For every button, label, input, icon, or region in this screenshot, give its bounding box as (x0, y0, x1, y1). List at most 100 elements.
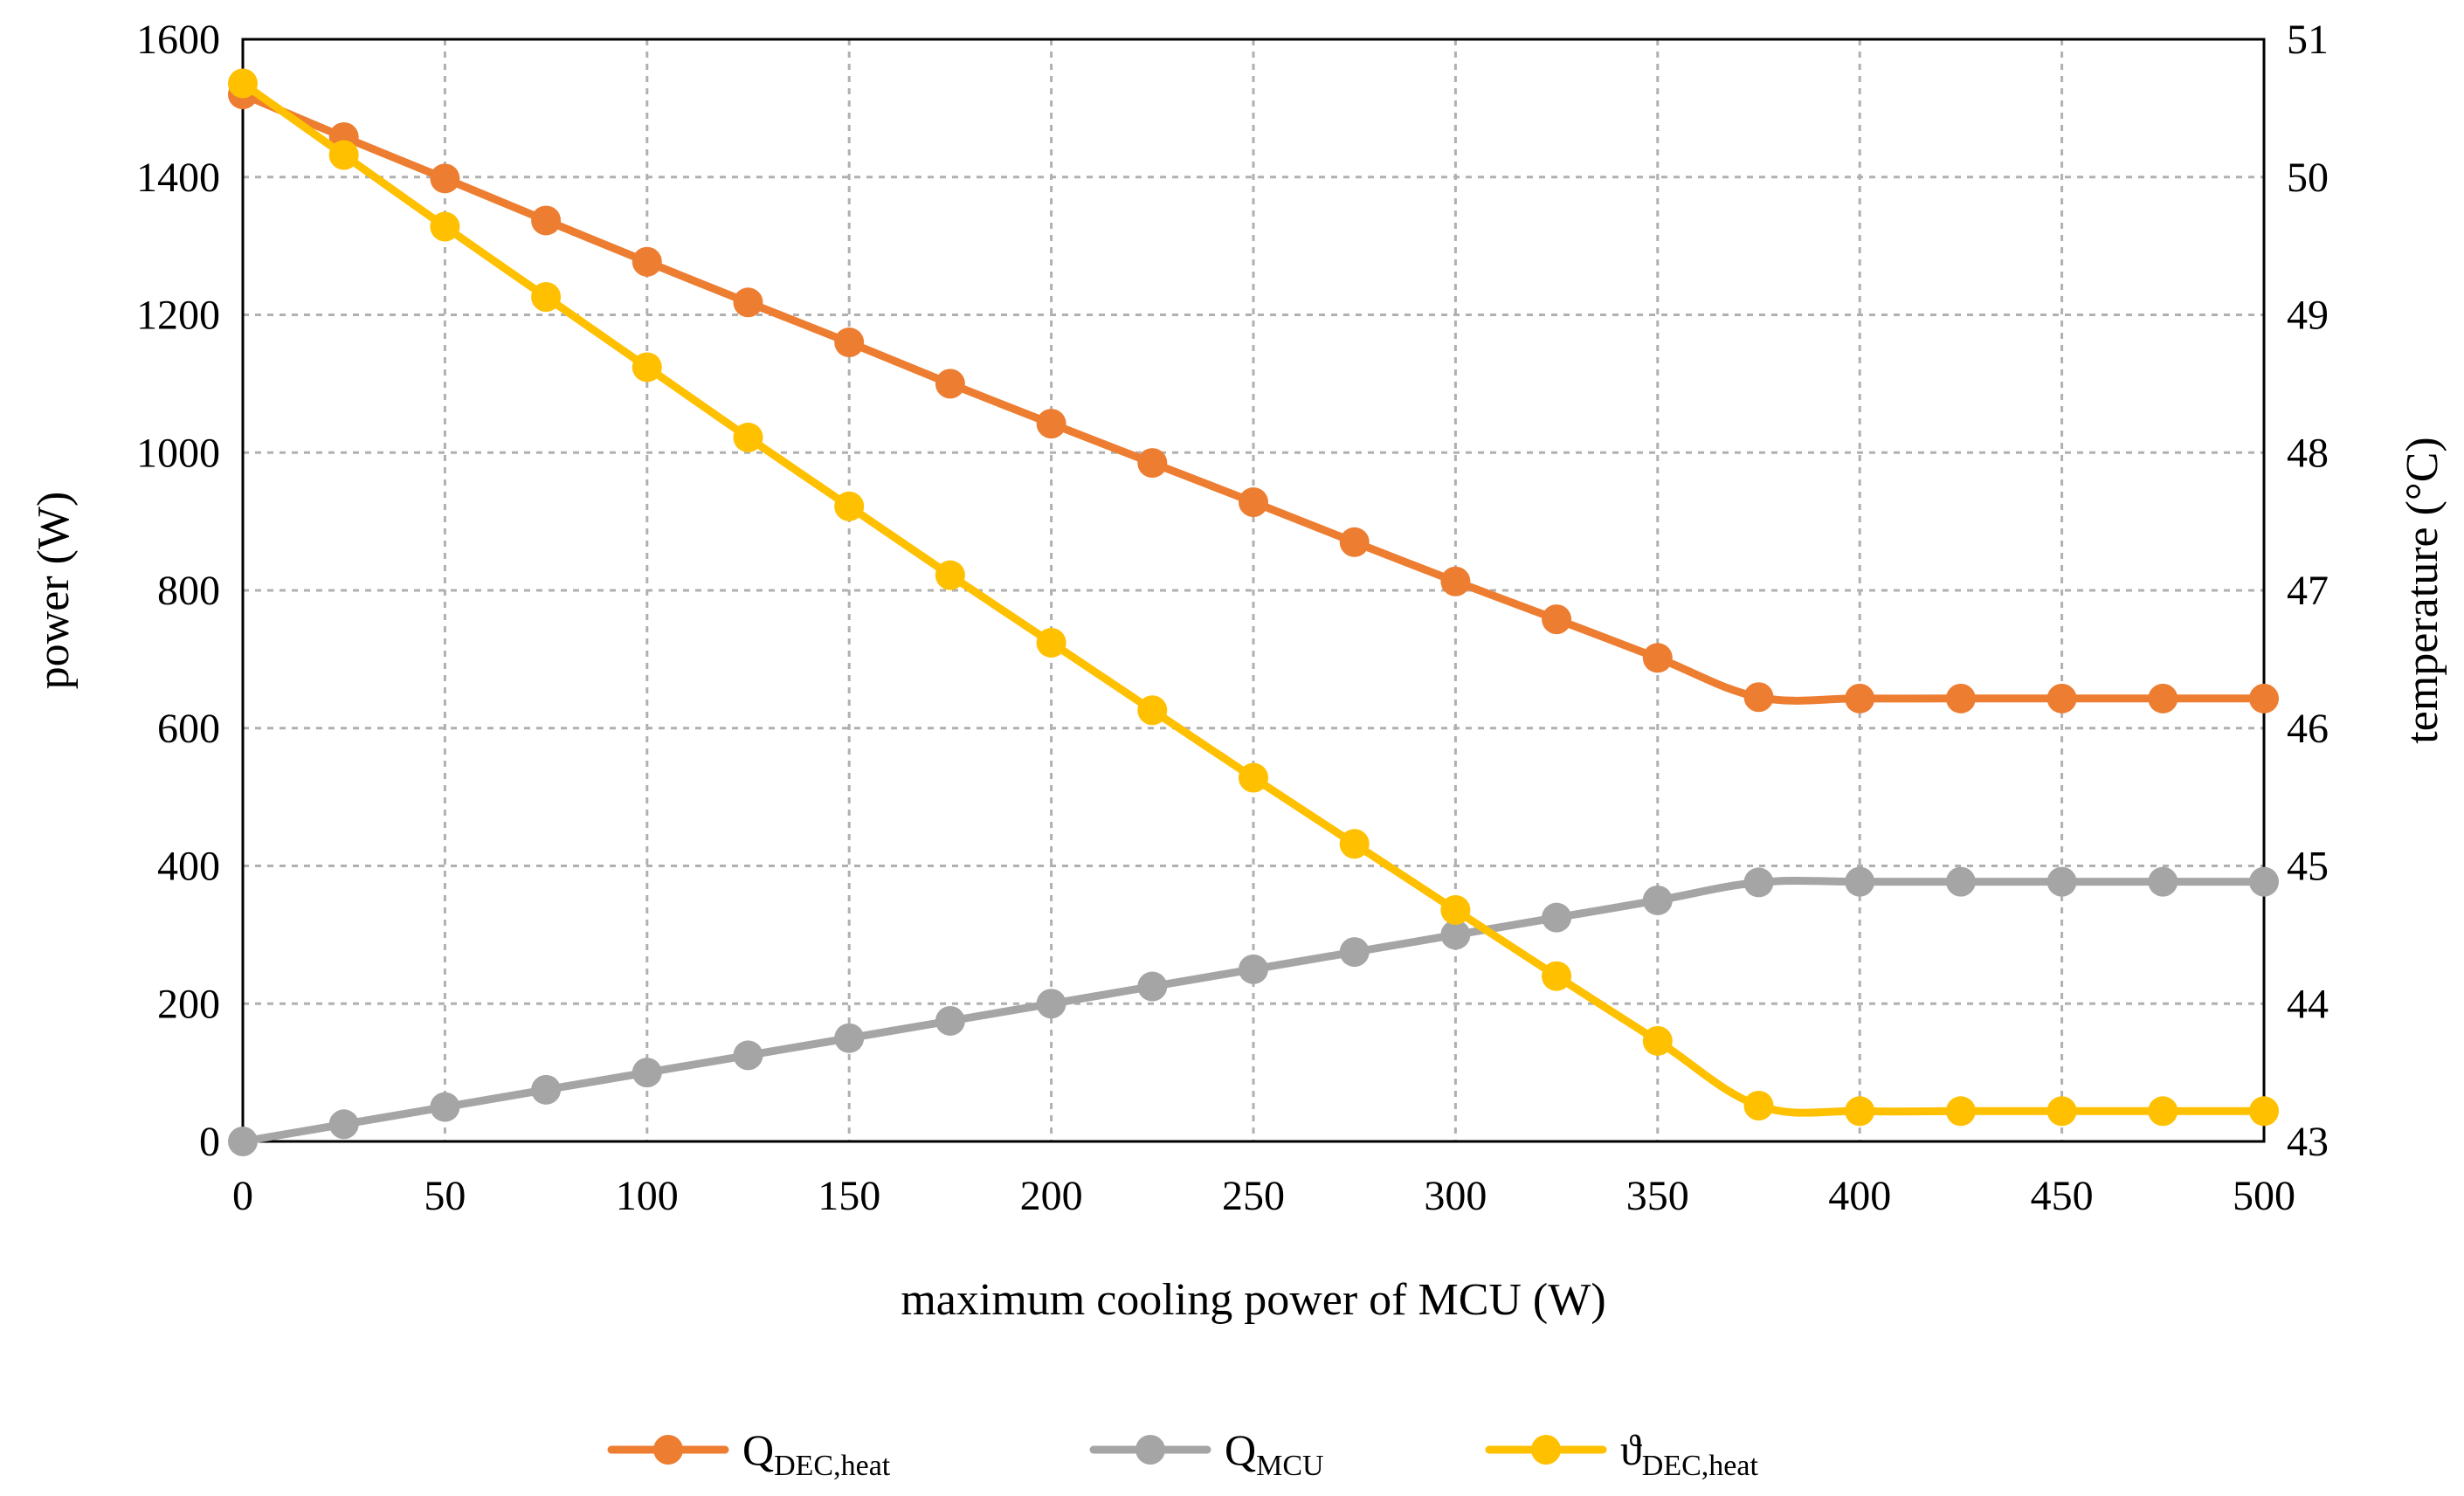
series-0-point-17 (1945, 683, 1976, 714)
y-tick-label-8: 1600 (136, 17, 220, 63)
y-axis-left-title: power (W) (29, 492, 79, 690)
series-0-point-16 (1845, 683, 1875, 714)
series-0-point-15 (1743, 682, 1774, 713)
series-2-point-17 (1945, 1096, 1976, 1127)
series-0-point-10 (1239, 487, 1268, 518)
series-1-point-16 (1845, 866, 1875, 897)
series-0-point-11 (1339, 527, 1370, 557)
series-1-point-17 (1945, 866, 1976, 897)
x-tick-label-1: 50 (424, 1173, 466, 1219)
y-tick-label-5: 1000 (136, 430, 220, 476)
series-2-point-13 (1542, 961, 1572, 991)
series-0-point-14 (1642, 643, 1673, 673)
y-axis-right-title: temperature (°C) (2398, 437, 2447, 743)
x-tick-label-10: 500 (2233, 1173, 2295, 1219)
series-2-point-2 (430, 211, 460, 242)
series-1-point-20 (2249, 866, 2279, 897)
legend-label-sub-0: DEC,heat (774, 1450, 891, 1482)
legend: QDEC,heat QMCU ϑDEC,heat (607, 1425, 1759, 1482)
series-1-point-9 (1137, 971, 1168, 1002)
y2-tick-label-1: 44 (2287, 981, 2329, 1027)
x-tick-label-0: 0 (232, 1173, 253, 1219)
x-tick-label-5: 250 (1222, 1173, 1285, 1219)
series-1-point-12 (1440, 920, 1471, 950)
series-0-point-19 (2148, 683, 2178, 714)
legend-label-main-2: ϑ (1620, 1425, 1642, 1474)
y2-tick-label-7: 50 (2287, 155, 2329, 201)
y-tick-label-7: 1400 (136, 155, 220, 201)
series-0-point-5 (733, 287, 763, 318)
y-tick-label-4: 800 (157, 568, 220, 614)
legend-swatch-marker-2 (1531, 1435, 1561, 1465)
plot-area (241, 38, 2266, 1143)
y2-tick-label-6: 49 (2287, 293, 2329, 339)
series-2-point-1 (328, 140, 359, 170)
legend-label-sub-1: MCU (1256, 1450, 1323, 1482)
y-tick-label-2: 400 (157, 844, 220, 890)
x-tick-label-8: 400 (1828, 1173, 1891, 1219)
series-1-point-3 (531, 1074, 562, 1105)
series-1-point-6 (834, 1023, 865, 1053)
legend-item-0: QDEC,heat (607, 1425, 891, 1482)
series-0-point-7 (935, 369, 965, 399)
legend-label-main-1: Q (1225, 1425, 1256, 1474)
series-1-point-19 (2148, 866, 2178, 897)
series-2-point-4 (632, 352, 662, 383)
y-tick-label-6: 1200 (136, 293, 220, 339)
series-2 (228, 68, 2279, 1127)
series-2-point-8 (1036, 627, 1066, 658)
y-axis-left-ticks: 0 200 400 600 800 1000 1200 1400 1600 (136, 17, 220, 1165)
series-2-point-16 (1845, 1096, 1875, 1127)
x-tick-label-6: 300 (1424, 1173, 1487, 1219)
series-0-point-6 (834, 327, 865, 358)
series-1-point-1 (328, 1109, 359, 1140)
series-0-point-13 (1542, 604, 1572, 635)
series-0-point-2 (430, 163, 460, 194)
series-1-point-18 (2046, 866, 2077, 897)
series-2-point-0 (228, 68, 258, 99)
series-1-point-13 (1542, 902, 1572, 933)
series-1-point-15 (1743, 867, 1774, 898)
series-0-point-9 (1137, 448, 1168, 479)
series-1-point-2 (430, 1092, 460, 1122)
series-1-point-8 (1036, 989, 1066, 1019)
legend-item-1: QMCU (1089, 1425, 1324, 1482)
legend-label-sub-2: DEC,heat (1642, 1450, 1759, 1482)
y2-tick-label-0: 43 (2287, 1119, 2329, 1165)
series-1-point-7 (935, 1005, 965, 1036)
series-2-point-11 (1339, 829, 1370, 859)
series-0-point-20 (2249, 683, 2279, 714)
legend-label-1: QMCU (1225, 1425, 1324, 1482)
legend-swatch-marker-0 (653, 1435, 683, 1465)
legend-label-main-0: Q (742, 1425, 774, 1474)
series-0-point-3 (531, 205, 562, 236)
series-2-point-19 (2148, 1096, 2178, 1127)
y-tick-label-3: 600 (157, 706, 220, 752)
series-line-2 (238, 79, 2268, 1117)
series-1-point-0 (228, 1127, 258, 1156)
x-tick-label-3: 150 (818, 1173, 880, 1219)
y2-tick-label-4: 47 (2287, 568, 2329, 614)
x-tick-label-9: 450 (2031, 1173, 2094, 1219)
series-1-point-10 (1239, 954, 1268, 984)
y2-tick-label-8: 51 (2287, 17, 2329, 63)
series-2-point-6 (834, 491, 865, 521)
series-2-point-3 (531, 281, 562, 312)
series-2-point-5 (733, 422, 763, 452)
series-layer (228, 68, 2279, 1156)
series-2-point-15 (1743, 1090, 1774, 1120)
x-tick-label-7: 350 (1626, 1173, 1689, 1219)
series-2-point-12 (1440, 894, 1471, 925)
series-2-point-18 (2046, 1096, 2077, 1127)
x-tick-label-4: 200 (1020, 1173, 1083, 1219)
series-0-point-18 (2046, 683, 2077, 714)
x-axis-ticks: 0 50 100 150 200 250 300 350 400 450 500 (232, 1173, 2295, 1219)
series-0-point-12 (1440, 566, 1471, 596)
series-1 (228, 866, 2279, 1156)
series-2-point-10 (1239, 762, 1268, 793)
legend-swatch-marker-1 (1135, 1435, 1165, 1465)
series-2-point-7 (935, 560, 965, 590)
x-axis-title: maximum cooling power of MCU (W) (901, 1275, 1605, 1325)
series-1-point-11 (1339, 937, 1370, 968)
x-tick-label-2: 100 (616, 1173, 679, 1219)
